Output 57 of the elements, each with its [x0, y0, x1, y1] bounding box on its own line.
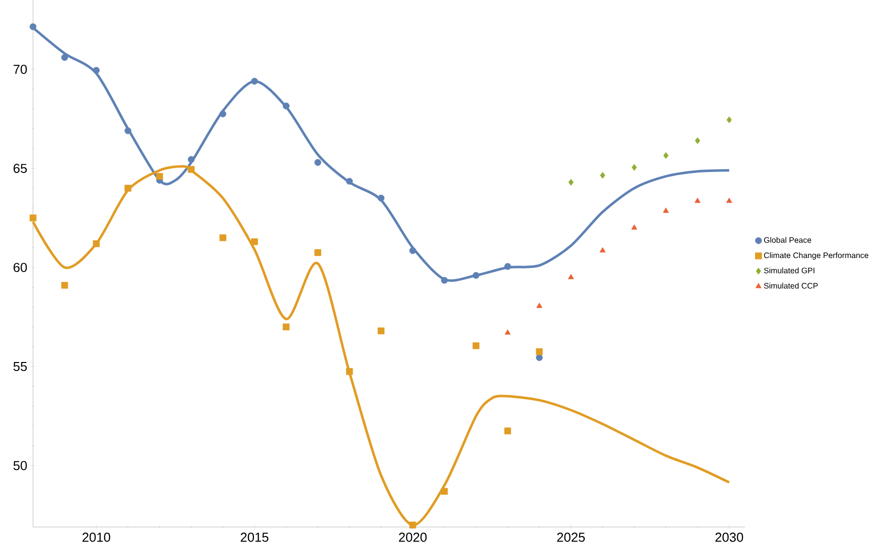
point [663, 152, 668, 159]
point [314, 159, 322, 166]
x-tick-label: 2020 [398, 532, 427, 542]
point [440, 488, 448, 495]
point [124, 184, 132, 192]
point [600, 172, 606, 179]
y-tick-label: 50 [13, 460, 27, 470]
point [472, 272, 480, 279]
point [504, 428, 512, 434]
point [282, 102, 290, 110]
point [346, 178, 353, 185]
y-tick-label: 70 [14, 64, 27, 74]
point [694, 137, 700, 144]
point [536, 302, 542, 308]
point [662, 208, 669, 213]
point [536, 354, 543, 361]
point [61, 54, 68, 61]
point [726, 116, 732, 124]
point [504, 329, 511, 335]
point [251, 78, 258, 85]
point [568, 274, 574, 280]
point [378, 194, 384, 202]
point [694, 198, 700, 203]
point [92, 240, 100, 248]
point [61, 282, 68, 289]
point [440, 276, 448, 284]
point [92, 66, 100, 74]
x-tick-label: 2025 [557, 532, 585, 542]
point [30, 214, 36, 222]
point [124, 127, 132, 134]
point [188, 166, 195, 173]
point [188, 156, 195, 163]
x-tick-label: 2010 [82, 532, 110, 542]
point [346, 368, 353, 375]
point [409, 522, 416, 528]
point [409, 247, 416, 254]
point [600, 247, 606, 252]
point [504, 263, 512, 270]
point [378, 327, 384, 334]
point [632, 164, 637, 171]
point [631, 224, 638, 230]
x-tick-label: 2030 [715, 532, 744, 542]
point [219, 234, 226, 242]
point [472, 342, 480, 350]
point [314, 249, 322, 256]
point [726, 198, 732, 203]
point [251, 238, 258, 246]
point [30, 23, 36, 30]
y-tick-label: 65 [14, 164, 27, 173]
point [568, 178, 574, 186]
point [156, 172, 163, 180]
y-tick-label: 55 [13, 362, 27, 372]
point [282, 324, 290, 330]
y-tick-label: 60 [14, 262, 27, 272]
point [219, 110, 226, 118]
x-tick-label: 2015 [240, 532, 268, 542]
point [536, 348, 543, 356]
